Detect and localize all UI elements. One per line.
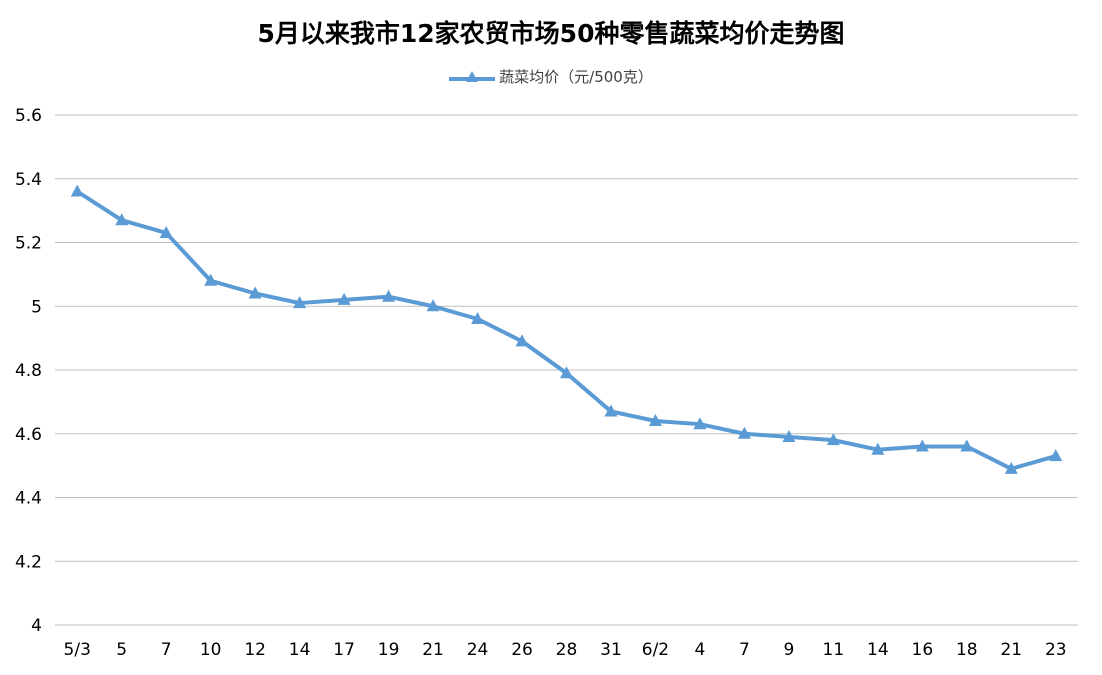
data-point-marker: [248, 286, 262, 299]
x-tick-label: 19: [378, 640, 400, 660]
chart-legend: 蔬菜均价（元/500克）: [0, 66, 1102, 87]
data-point-marker: [70, 184, 84, 197]
data-point-marker: [204, 273, 218, 286]
x-tick-label: 21: [422, 640, 444, 660]
data-point-marker: [337, 292, 351, 305]
data-point-marker: [1049, 449, 1063, 462]
legend-line-triangle-icon: [449, 70, 496, 82]
x-tick-label: 21: [1000, 640, 1022, 660]
x-tick-label: 23: [1045, 640, 1067, 660]
x-tick-label: 14: [867, 640, 889, 660]
x-tick-label: 5/3: [64, 640, 91, 660]
x-tick-label: 4: [695, 640, 706, 660]
data-point-marker: [960, 439, 974, 452]
y-tick-label: 4.6: [15, 425, 42, 445]
x-tick-label: 10: [200, 640, 222, 660]
y-tick-label: 5.6: [15, 106, 42, 126]
data-point-marker: [826, 433, 840, 446]
y-tick-label: 5.2: [15, 234, 42, 254]
data-point-marker: [737, 426, 751, 439]
x-axis-tick-labels: 5/3 5 7 10 12 14 17 19 21 24 26 28 31 6/2 4 7 9 11 14 16 18 2…: [64, 640, 1067, 660]
x-tick-label: 5: [116, 640, 127, 660]
series-layer: [70, 184, 1063, 474]
data-point-marker: [915, 439, 929, 452]
legend-label: 蔬菜均价（元/500克）: [499, 68, 653, 86]
data-point-marker: [648, 414, 662, 426]
x-tick-label: 24: [467, 640, 489, 660]
y-tick-label: 4.4: [15, 489, 42, 509]
y-tick-label: 5.4: [15, 170, 42, 190]
data-point-marker: [871, 442, 885, 455]
x-tick-label: 12: [244, 640, 266, 660]
x-tick-label: 9: [783, 640, 794, 660]
series-line: [75, 189, 1058, 471]
data-point-marker: [293, 296, 307, 309]
data-point-marker: [693, 417, 707, 430]
data-point-marker: [159, 225, 173, 238]
x-tick-label: 6/2: [642, 640, 669, 660]
data-point-marker: [782, 429, 796, 442]
y-axis-tick-labels: 4 4.2 4.4 4.6 4.8 5 5.2 5.4 5.6: [15, 106, 42, 636]
x-tick-label: 16: [912, 640, 934, 660]
x-tick-label: 7: [739, 640, 750, 660]
data-point-marker: [604, 404, 618, 417]
x-tick-label: 26: [511, 640, 533, 660]
data-point-marker: [471, 312, 485, 324]
data-point-marker: [426, 299, 440, 312]
y-tick-label: 4: [31, 616, 42, 636]
data-point-marker: [115, 213, 129, 226]
x-tick-label: 7: [161, 640, 172, 660]
y-tick-label: 5: [31, 297, 42, 317]
y-tick-label: 4.8: [15, 361, 42, 381]
chart-title: 5月以来我市12家农贸市场50种零售蔬菜均价走势图: [257, 19, 845, 48]
y-tick-label: 4.2: [15, 552, 42, 572]
x-tick-label: 31: [600, 640, 622, 660]
data-point-marker: [1004, 461, 1018, 474]
x-tick-label: 28: [556, 640, 578, 660]
x-tick-label: 11: [823, 640, 845, 660]
data-point-marker: [515, 334, 529, 347]
x-tick-label: 14: [289, 640, 311, 660]
x-tick-label: 18: [956, 640, 978, 660]
data-point-marker: [382, 289, 396, 302]
data-point-marker: [560, 366, 573, 379]
x-tick-label: 17: [333, 640, 355, 660]
